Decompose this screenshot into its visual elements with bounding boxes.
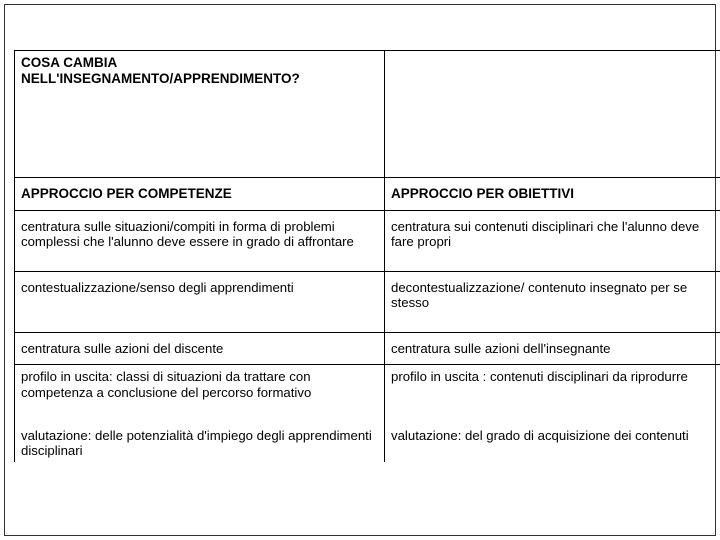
comparison-table: COSA CAMBIA NELL'INSEGNAMENTO/APPRENDIME… — [14, 50, 720, 462]
cell-left: profilo in uscita: classi di situazioni … — [15, 365, 385, 404]
cell-left: contestualizzazione/senso degli apprendi… — [15, 271, 385, 332]
cell-right: centratura sulle azioni dell'insegnante — [385, 333, 720, 365]
table-row: contestualizzazione/senso degli apprendi… — [15, 271, 720, 332]
cell-right: decontestualizzazione/ contenuto insegna… — [385, 271, 720, 332]
cell-right: valutazione: del grado di acquisizione d… — [385, 404, 720, 462]
header-left: APPROCCIO PER COMPETENZE — [15, 178, 385, 211]
table-row: profilo in uscita: classi di situazioni … — [15, 365, 720, 404]
table-title-cell: COSA CAMBIA NELL'INSEGNAMENTO/APPRENDIME… — [15, 51, 385, 178]
table-row: centratura sulle situazioni/compiti in f… — [15, 210, 720, 271]
cell-left: valutazione: delle potenzialità d'impieg… — [15, 404, 385, 462]
cell-right: centratura sui contenuti disciplinari ch… — [385, 210, 720, 271]
table-row: centratura sulle azioni del discente cen… — [15, 333, 720, 365]
table-row: valutazione: delle potenzialità d'impieg… — [15, 404, 720, 462]
cell-right: profilo in uscita : contenuti disciplina… — [385, 365, 720, 404]
table-title-empty — [385, 51, 720, 178]
table-title-row: COSA CAMBIA NELL'INSEGNAMENTO/APPRENDIME… — [15, 51, 720, 178]
cell-left: centratura sulle azioni del discente — [15, 333, 385, 365]
header-right: APPROCCIO PER OBIETTIVI — [385, 178, 720, 211]
table-header-row: APPROCCIO PER COMPETENZE APPROCCIO PER O… — [15, 178, 720, 211]
cell-left: centratura sulle situazioni/compiti in f… — [15, 210, 385, 271]
